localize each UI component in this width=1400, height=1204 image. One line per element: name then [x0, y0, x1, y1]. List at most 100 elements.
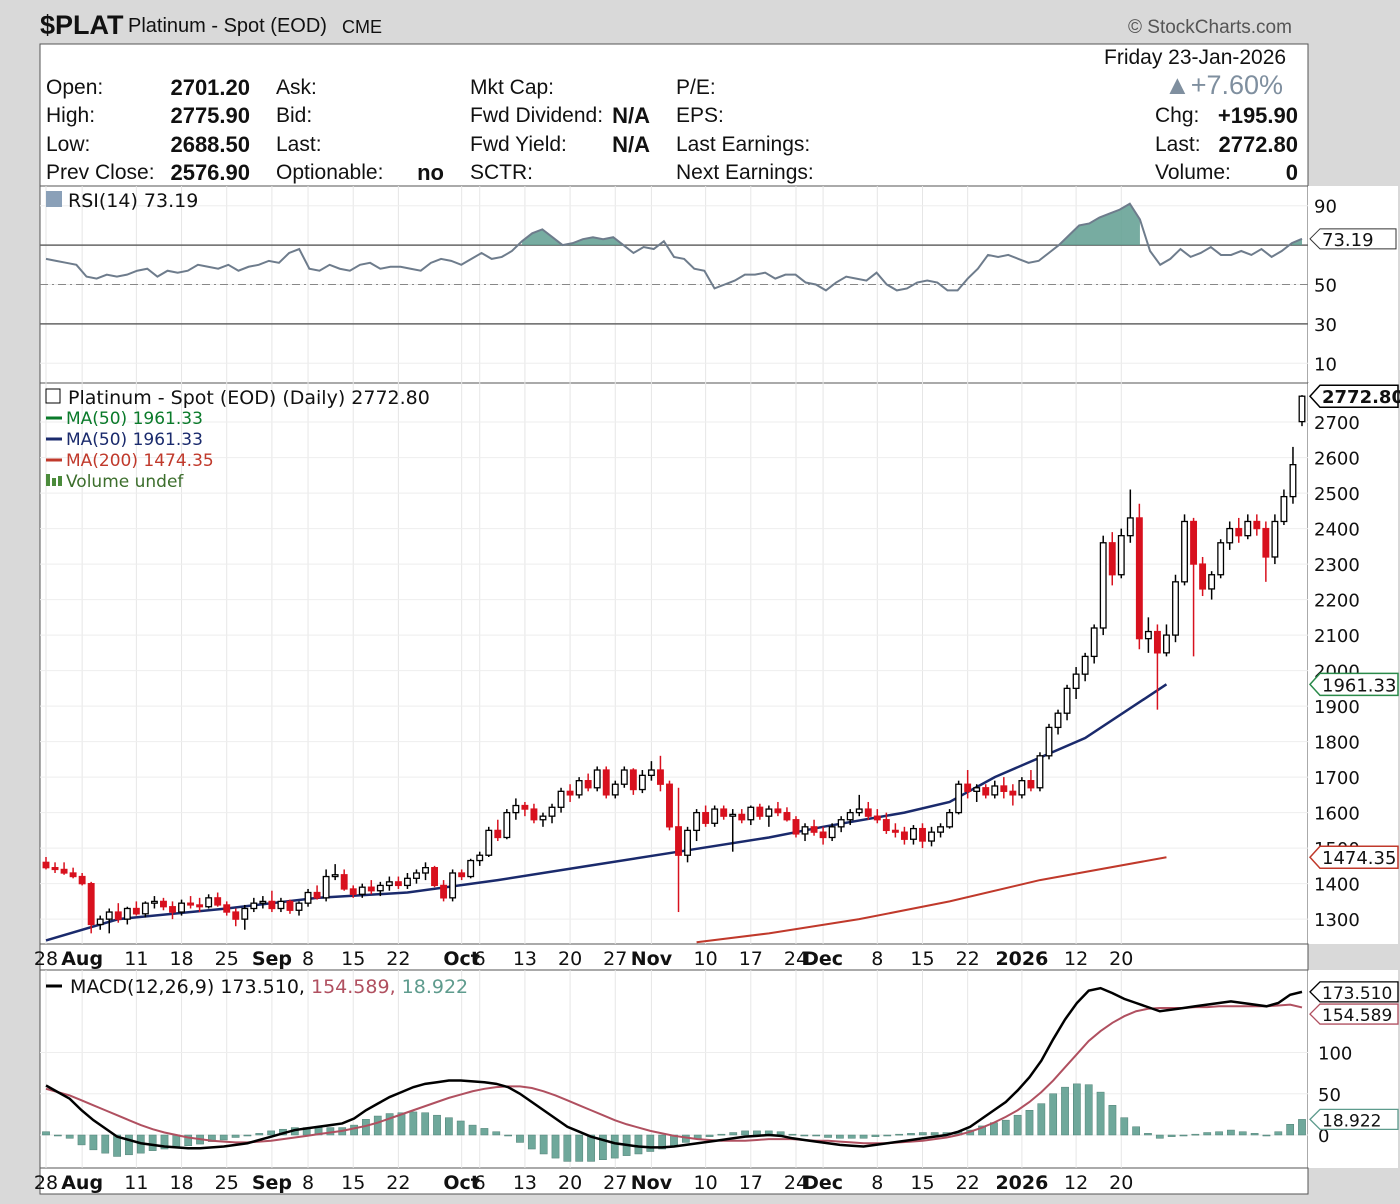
optionable-value: no	[417, 160, 444, 185]
macd-histogram-bar	[800, 1134, 809, 1137]
candle-body	[855, 808, 863, 814]
macd-line	[45, 986, 1303, 1150]
candle-body	[1235, 527, 1243, 537]
candle-body	[160, 900, 167, 908]
macd-histogram-bar	[836, 1134, 844, 1139]
macd-histogram-bar	[1298, 1119, 1306, 1136]
candle-body	[910, 827, 917, 840]
macd-axis-bg	[1308, 970, 1398, 1168]
candle-body	[539, 815, 547, 821]
price-xaxis-label: 6	[474, 948, 486, 970]
open-label: Open:	[46, 76, 104, 99]
candle-body	[196, 904, 204, 908]
price-xaxis-label: 8	[302, 948, 314, 970]
candle-body	[566, 790, 574, 796]
prev-close-value: 2576.90	[170, 160, 250, 185]
candle-body	[1072, 673, 1080, 690]
macd-histogram-bar	[741, 1130, 749, 1136]
brand-logo[interactable]: © StockCharts.com	[1128, 17, 1292, 39]
ask-label: Ask:	[276, 76, 317, 99]
candle-body	[449, 872, 457, 899]
price-xaxis-label: 11	[124, 948, 148, 970]
candle-body	[322, 875, 330, 899]
candle-body	[946, 811, 954, 828]
candle-body	[1280, 495, 1288, 523]
last-label: Last:	[1155, 133, 1201, 156]
volume-swatch-bar	[46, 474, 50, 486]
macd-histogram-bar	[89, 1134, 98, 1151]
macd-xaxis-label: 15	[910, 1172, 934, 1194]
rsi-legend: RSI(14) 73.19	[68, 190, 198, 212]
macd-histogram-bar	[231, 1134, 240, 1138]
rsi-tick-label: 50	[1314, 276, 1337, 297]
macd-histogram-bar	[373, 1115, 382, 1136]
candle-body	[575, 780, 583, 796]
candle-body	[422, 867, 429, 874]
price-xaxis-label: 13	[513, 948, 537, 970]
candle-body	[828, 826, 836, 839]
macd-histogram-bar	[907, 1133, 915, 1136]
candle-body	[250, 902, 258, 910]
candle-body	[1090, 627, 1098, 658]
candle-body	[169, 906, 176, 913]
candle-body	[458, 872, 466, 878]
candle-body	[467, 859, 475, 878]
volume-swatch-bar	[58, 476, 62, 486]
high-value: 2775.90	[170, 103, 250, 128]
macd-legend-signal: 154.589,	[311, 976, 402, 998]
candle-body	[494, 829, 502, 839]
candle-body	[548, 806, 556, 817]
sctr-label: SCTR:	[470, 161, 533, 184]
macd-histogram-bar	[1037, 1103, 1046, 1136]
candle-body	[114, 911, 122, 920]
macd-histogram-bar	[895, 1133, 903, 1136]
macd-xaxis-label: Oct	[443, 1172, 480, 1194]
instrument-name: Platinum - Spot (EOD)	[128, 15, 327, 37]
macd-histogram-bar	[705, 1134, 714, 1137]
macd-xaxis-label: 8	[871, 1172, 883, 1194]
candle-body	[178, 902, 185, 913]
macd-histogram-bar	[859, 1134, 868, 1139]
macd-histogram-bar	[456, 1120, 465, 1136]
macd-histogram-bar	[1025, 1110, 1034, 1136]
macd-xaxis-label: 28	[34, 1172, 58, 1194]
rsi-tick-label: 30	[1314, 315, 1337, 336]
candle-body	[900, 831, 908, 840]
macd-histogram-bar	[125, 1134, 133, 1156]
fwd-dividend-label: Fwd Dividend:	[470, 104, 604, 127]
candle-body	[394, 881, 402, 887]
candle-body	[96, 918, 104, 926]
candle-body	[1199, 563, 1207, 590]
macd-legend-hist: 18.922	[402, 976, 468, 998]
macd-tag	[1309, 981, 1399, 1003]
macd-histogram-bar	[1061, 1086, 1069, 1136]
candle-body	[78, 875, 86, 885]
candle-body	[431, 867, 438, 887]
candle-body	[1298, 395, 1306, 423]
candle-body	[105, 911, 113, 920]
price-tick-label: 1400	[1314, 875, 1360, 896]
candle-body	[51, 867, 59, 871]
candle-body	[385, 881, 393, 887]
eps-label: EPS:	[676, 104, 724, 127]
ma200-line	[696, 856, 1167, 944]
volume-swatch-bar	[52, 478, 56, 486]
macd-histogram-bar	[504, 1134, 512, 1137]
prev-close-label: Prev Close:	[46, 161, 155, 184]
candle-body	[87, 882, 95, 926]
brand-text: StockCharts.com	[1147, 17, 1292, 38]
macd-histogram-bar	[160, 1134, 169, 1150]
macd-xaxis-label: 8	[302, 1172, 314, 1194]
low-label: Low:	[46, 133, 91, 156]
volume-value: 0	[1285, 160, 1298, 185]
macd-histogram-bar	[978, 1125, 986, 1136]
candle-body	[1108, 542, 1116, 576]
rsi-tick-label: 10	[1314, 354, 1337, 375]
candle-body	[132, 907, 140, 915]
macd-histogram-bar	[788, 1133, 797, 1136]
candle-body	[1027, 780, 1035, 789]
macd-histogram-bar	[575, 1134, 584, 1162]
candle-body	[611, 783, 619, 796]
macd-tick-label: 100	[1318, 1044, 1352, 1065]
macd-tick-label: 0	[1318, 1126, 1329, 1147]
